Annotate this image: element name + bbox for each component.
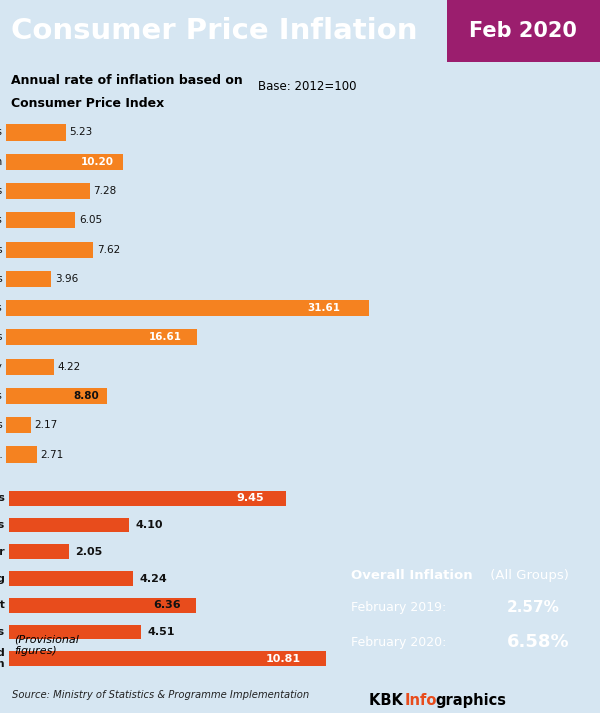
Text: February 2019:: February 2019: [351,601,450,614]
Text: Pulses & products: Pulses & products [0,332,2,342]
Text: Meat & fish: Meat & fish [0,157,2,167]
Text: Overall Inflation: Overall Inflation [351,569,473,582]
Bar [6,125,66,140]
Text: Sugar & confectionery: Sugar & confectionery [0,361,2,371]
Text: Consumer Price Index: Consumer Price Index [11,97,164,110]
Text: 9.45: 9.45 [236,493,264,503]
Bar [9,545,69,559]
Text: Cereals and products: Cereals and products [0,128,2,138]
Text: 31.61: 31.61 [307,303,340,313]
Text: 4.51: 4.51 [147,627,175,637]
Text: 2.05: 2.05 [75,547,102,557]
Bar [9,598,196,612]
Text: February 2020:: February 2020: [351,636,450,649]
Text: 10.20: 10.20 [81,157,114,167]
Bar [9,491,286,506]
Text: 5.23: 5.23 [70,128,92,138]
Bar [6,154,123,170]
Bar [6,242,94,257]
Text: Info: Info [405,693,437,708]
Bar [6,329,197,346]
Text: 4.10: 4.10 [135,520,163,530]
Text: Spices: Spices [0,391,2,401]
Text: Consumer Price Inflation: Consumer Price Inflation [11,17,418,45]
Bar [6,212,76,228]
Bar [447,0,600,62]
Text: Annual rate of inflation based on: Annual rate of inflation based on [11,74,243,88]
Text: Vegetables: Vegetables [0,303,2,313]
Bar [6,388,107,404]
Text: 6.58%: 6.58% [507,633,570,651]
Bar [9,571,133,586]
Text: 6.36: 6.36 [153,600,181,610]
Text: Non-alcoholic beverages: Non-alcoholic beverages [0,420,2,430]
Text: Pan, tobacco and intoxicants: Pan, tobacco and intoxicants [0,520,4,530]
Text: Prepared meals, snacks, sweets etc.: Prepared meals, snacks, sweets etc. [0,449,2,459]
Text: Miscellaneous: Miscellaneous [0,627,4,637]
Bar [6,183,89,199]
Bar [6,417,31,434]
Text: Fruits: Fruits [0,274,2,284]
Bar [6,300,370,316]
Text: Eggs: Eggs [0,186,2,196]
Text: KBK: KBK [369,693,408,708]
Text: graphics: graphics [435,693,506,708]
Text: 3.96: 3.96 [55,274,78,284]
Text: (Provisional
figures): (Provisional figures) [14,634,79,656]
Text: Consumer food
price inflation: Consumer food price inflation [0,648,4,670]
Bar [9,625,141,640]
Text: Milk and products: Milk and products [0,215,2,225]
Text: Base: 2012=100: Base: 2012=100 [259,81,357,93]
Text: 2.71: 2.71 [40,449,64,459]
Text: Oils and fats: Oils and fats [0,245,2,255]
Bar [6,359,55,375]
Text: Food and beverages: Food and beverages [0,493,4,503]
Text: 16.61: 16.61 [149,332,182,342]
Text: 2.57%: 2.57% [507,600,560,615]
Text: Source: Ministry of Statistics & Programme Implementation: Source: Ministry of Statistics & Program… [12,690,309,700]
Bar [6,271,52,287]
Text: 4.24: 4.24 [139,573,167,583]
Bar [9,518,129,533]
Text: 7.62: 7.62 [97,245,120,255]
Text: Housing: Housing [0,573,4,583]
Text: 7.28: 7.28 [93,186,116,196]
Text: 2.17: 2.17 [34,420,58,430]
Bar [6,446,37,463]
Text: Fuel and light: Fuel and light [0,600,4,610]
Text: 10.81: 10.81 [266,654,301,664]
Text: 6.05: 6.05 [79,215,102,225]
Text: Clothing and footwear: Clothing and footwear [0,547,4,557]
Text: 8.80: 8.80 [73,391,99,401]
Text: (All Groups): (All Groups) [486,569,569,582]
Bar [9,651,326,666]
Text: Feb 2020: Feb 2020 [469,21,577,41]
Text: 4.22: 4.22 [58,361,81,371]
